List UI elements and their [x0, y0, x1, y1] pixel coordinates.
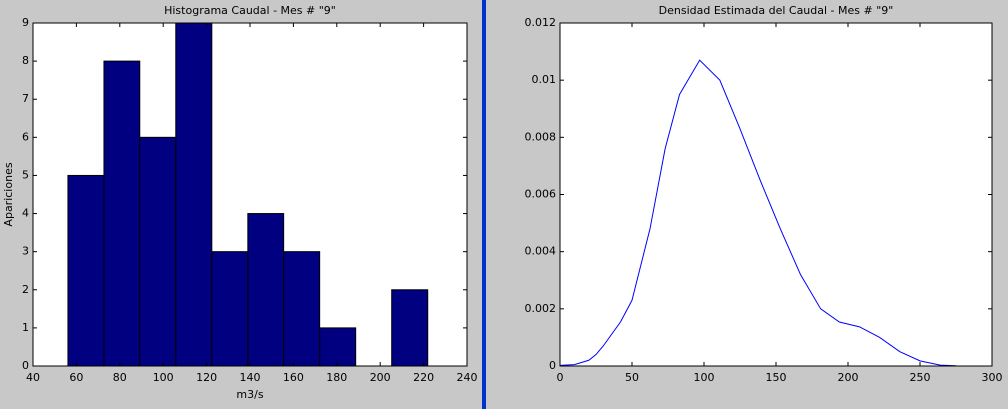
x-tick-label: 200: [370, 371, 391, 384]
y-tick-label: 0.01: [532, 73, 557, 86]
bar: [319, 327, 357, 367]
x-tick-label: 240: [457, 371, 478, 384]
y-tick-label: 5: [22, 168, 29, 181]
bar: [67, 174, 105, 367]
x-tick-label: 250: [910, 371, 931, 384]
y-tick-label: 0: [22, 359, 29, 372]
x-tick-label: 40: [26, 371, 40, 384]
bar: [211, 251, 249, 367]
y-tick-label: 4: [22, 207, 29, 220]
x-tick-label: 300: [982, 371, 1003, 384]
x-tick-label: 60: [69, 371, 83, 384]
x-tick-label: 100: [153, 371, 174, 384]
x-tick-label: 150: [766, 371, 787, 384]
y-tick-label: 7: [22, 92, 29, 105]
y-tick-label: 0.006: [525, 188, 557, 201]
y-tick-label: 0.008: [525, 130, 557, 143]
x-tick-label: 80: [113, 371, 127, 384]
y-tick-label: 8: [22, 54, 29, 67]
x-tick-label: 160: [283, 371, 304, 384]
x-tick-label: 50: [625, 371, 639, 384]
bar: [391, 289, 429, 367]
x-tick-label: 0: [557, 371, 564, 384]
bar: [175, 22, 213, 367]
y-tick-label: 1: [22, 321, 29, 334]
y-tick-label: 0: [549, 359, 556, 372]
y-tick-label: 2: [22, 283, 29, 296]
density-line: [559, 59, 957, 367]
chart-title: Densidad Estimada del Caudal - Mes # "9": [659, 4, 894, 17]
bar: [283, 251, 321, 367]
y-tick-label: 6: [22, 130, 29, 143]
bar: [247, 213, 285, 367]
y-tick-label: 9: [22, 16, 29, 29]
x-tick-label: 100: [694, 371, 715, 384]
y-tick-label: 0.012: [525, 16, 557, 29]
y-axis-label: Apariciones: [2, 162, 15, 226]
bar: [139, 136, 177, 367]
y-tick-label: 0.002: [525, 302, 557, 315]
bar: [103, 60, 141, 367]
x-tick-label: 180: [326, 371, 347, 384]
y-tick-label: 0.004: [525, 245, 557, 258]
x-tick-label: 140: [240, 371, 261, 384]
chart-title: Histograma Caudal - Mes # "9": [164, 4, 336, 17]
plot-area: [560, 23, 992, 366]
divider: [482, 0, 486, 409]
x-axis-label: m3/s: [236, 388, 263, 401]
x-tick-label: 120: [196, 371, 217, 384]
y-tick-label: 3: [22, 245, 29, 258]
x-tick-label: 220: [413, 371, 434, 384]
x-tick-label: 200: [838, 371, 859, 384]
